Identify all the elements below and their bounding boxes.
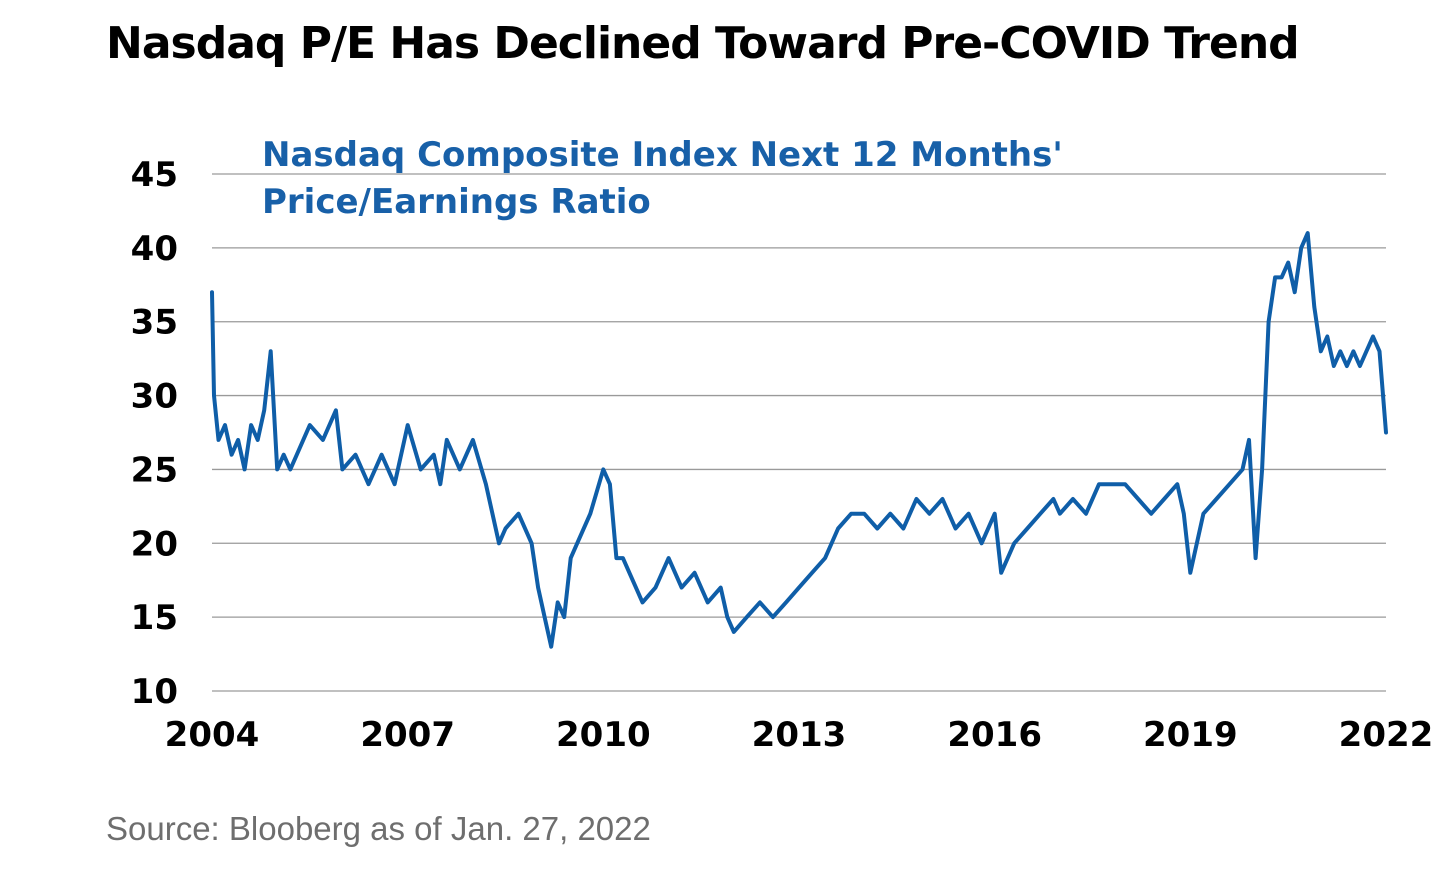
y-tick-label: 45 [131,155,178,195]
y-axis-tick-labels: 10 15 20 25 30 35 40 45 [131,155,178,712]
source-note: Source: Blooberg as of Jan. 27, 2022 [106,810,651,847]
y-tick-label: 20 [131,524,178,564]
x-axis-tick-labels: 2004 2007 2010 2013 2016 2019 2022 [165,715,1434,755]
inner-title-line-2: Price/Earnings Ratio [262,182,651,222]
x-tick-label: 2019 [1143,715,1238,755]
x-tick-label: 2013 [752,715,847,755]
y-tick-label: 25 [131,450,178,490]
y-tick-label: 30 [131,377,178,417]
y-tick-label: 10 [131,672,178,712]
chart-title: Nasdaq P/E Has Declined Toward Pre-COVID… [106,18,1300,69]
x-tick-label: 2022 [1339,715,1434,755]
x-tick-label: 2010 [556,715,651,755]
y-tick-label: 40 [131,229,178,269]
x-tick-label: 2007 [360,715,455,755]
x-tick-label: 2004 [165,715,260,755]
pe-ratio-line [210,231,1388,649]
x-tick-label: 2016 [947,715,1042,755]
y-tick-label: 15 [131,598,178,638]
grid-lines [212,173,1386,692]
y-tick-label: 35 [131,303,178,343]
inner-title-line-1: Nasdaq Composite Index Next 12 Months' [262,135,1063,175]
